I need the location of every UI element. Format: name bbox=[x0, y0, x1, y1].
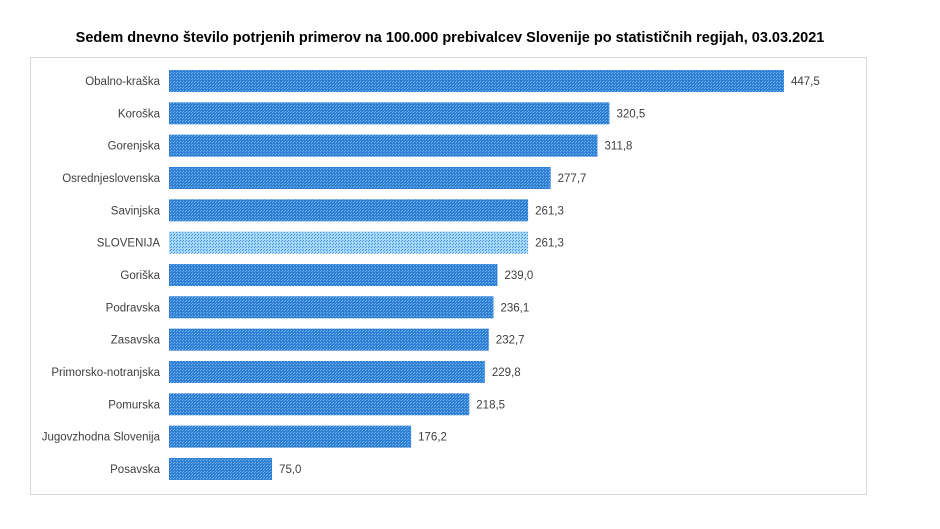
bar-slovenija bbox=[169, 231, 529, 254]
bar-posavska bbox=[169, 457, 273, 480]
bar-jugovzhodna-slovenija bbox=[169, 425, 412, 448]
data-label: 75,0 bbox=[279, 464, 301, 476]
bar-gorenjska bbox=[169, 134, 598, 157]
category-label: Osrednjeslovenska bbox=[62, 173, 160, 185]
data-label: 261,3 bbox=[535, 238, 564, 250]
category-label: Pomurska bbox=[108, 399, 160, 411]
category-label: SLOVENIJA bbox=[97, 238, 161, 250]
category-label: Posavska bbox=[110, 464, 160, 476]
bar-zasavska bbox=[169, 328, 489, 351]
data-label: 261,3 bbox=[535, 205, 564, 217]
category-label: Obalno-kraška bbox=[85, 76, 160, 88]
data-label: 239,0 bbox=[504, 270, 533, 282]
data-label: 176,2 bbox=[418, 432, 447, 444]
category-label: Podravska bbox=[106, 302, 161, 314]
data-label: 447,5 bbox=[791, 76, 820, 88]
category-label: Jugovzhodna Slovenija bbox=[42, 432, 161, 444]
bar-savinjska bbox=[169, 199, 529, 222]
data-label: 236,1 bbox=[500, 302, 529, 314]
chart-title: Sedem dnevno število potrjenih primerov … bbox=[75, 30, 825, 46]
category-label: Primorsko-notranjska bbox=[51, 367, 160, 379]
data-label: 229,8 bbox=[492, 367, 521, 379]
data-label: 218,5 bbox=[476, 399, 505, 411]
data-label: 320,5 bbox=[616, 108, 645, 120]
bar-osrednjeslovenska bbox=[169, 166, 551, 189]
bar-pomurska bbox=[169, 393, 470, 416]
category-label: Savinjska bbox=[111, 205, 161, 217]
bar-podravska bbox=[169, 296, 494, 319]
bar-koro-ka bbox=[169, 102, 610, 125]
data-label: 232,7 bbox=[496, 335, 525, 347]
category-label: Goriška bbox=[120, 270, 160, 282]
bar-primorsko-notranjska bbox=[169, 360, 485, 383]
category-label: Gorenjska bbox=[108, 141, 161, 153]
bar-gori-ka bbox=[169, 263, 498, 286]
bar-obalno-kra-ka bbox=[169, 70, 784, 92]
data-label: 311,8 bbox=[605, 141, 633, 153]
category-label: Zasavska bbox=[111, 335, 161, 347]
chart-frame bbox=[30, 57, 867, 495]
category-label: Koroška bbox=[118, 108, 161, 120]
data-label: 277,7 bbox=[558, 173, 587, 185]
